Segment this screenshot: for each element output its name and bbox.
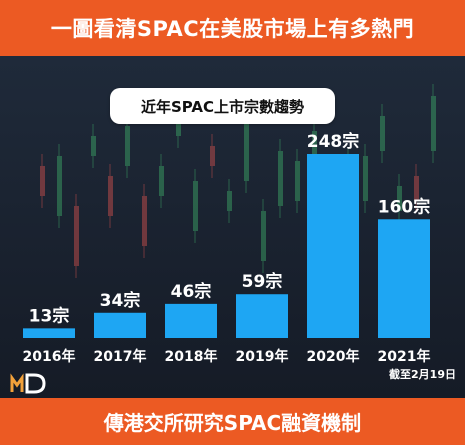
footer-banner: 傳港交所研究SPAC融資機制 bbox=[0, 398, 465, 445]
candle-body bbox=[363, 156, 368, 201]
candlestick-background-decoration bbox=[40, 84, 436, 278]
headline-banner: 一圖看清SPAC在美股市場上有多熱門 bbox=[0, 0, 465, 56]
value-label: 13宗 bbox=[29, 305, 70, 326]
value-label: 46宗 bbox=[171, 281, 212, 302]
candle-body bbox=[278, 151, 283, 206]
candle-body bbox=[159, 166, 164, 196]
candle-body bbox=[414, 176, 419, 201]
value-label: 59宗 bbox=[242, 271, 283, 292]
candle-body bbox=[193, 181, 198, 231]
candle-body bbox=[108, 176, 113, 216]
candle-body bbox=[397, 186, 402, 211]
value-label: 248宗 bbox=[307, 131, 360, 152]
x-tick-label: 2018年 bbox=[165, 348, 218, 365]
candle-body bbox=[431, 96, 436, 151]
candle-body bbox=[125, 126, 130, 166]
candle-body bbox=[295, 161, 300, 201]
value-labels-group: 13宗 34宗 46宗 59宗 248宗 160宗 bbox=[29, 131, 431, 326]
candle-body bbox=[227, 191, 232, 211]
md-logo-icon bbox=[10, 373, 46, 394]
candle-body bbox=[57, 156, 62, 216]
candle-body bbox=[91, 136, 96, 156]
bar-2020年 bbox=[307, 154, 359, 338]
candle-body bbox=[74, 206, 79, 266]
bar-2021年 bbox=[378, 219, 430, 338]
bar-2019年 bbox=[236, 294, 288, 338]
x-tick-labels-group: 2016年 2017年 2018年 2019年 2020年 2021年 bbox=[23, 348, 431, 365]
candle-body bbox=[40, 166, 45, 196]
candle-body bbox=[244, 121, 249, 181]
x-tick-label: 2017年 bbox=[94, 348, 147, 365]
candle-body bbox=[142, 196, 147, 246]
bar-2017年 bbox=[94, 312, 146, 338]
candle-body bbox=[210, 146, 215, 166]
value-label: 34宗 bbox=[100, 290, 141, 311]
x-tick-label: 2016年 bbox=[23, 348, 76, 365]
x-tick-label: 2019年 bbox=[236, 348, 289, 365]
date-note: 截至2月19日 bbox=[389, 367, 456, 381]
chart-title: 近年SPAC上市宗數趨勢 bbox=[110, 88, 335, 124]
candle-body bbox=[380, 116, 385, 151]
bar-2016年 bbox=[23, 328, 75, 338]
x-tick-label: 2021年 bbox=[378, 348, 431, 365]
candle-body bbox=[261, 211, 266, 261]
bars-group bbox=[23, 154, 430, 338]
value-label: 160宗 bbox=[378, 196, 431, 217]
bar-2018年 bbox=[165, 303, 217, 338]
x-tick-label: 2020年 bbox=[307, 348, 360, 365]
